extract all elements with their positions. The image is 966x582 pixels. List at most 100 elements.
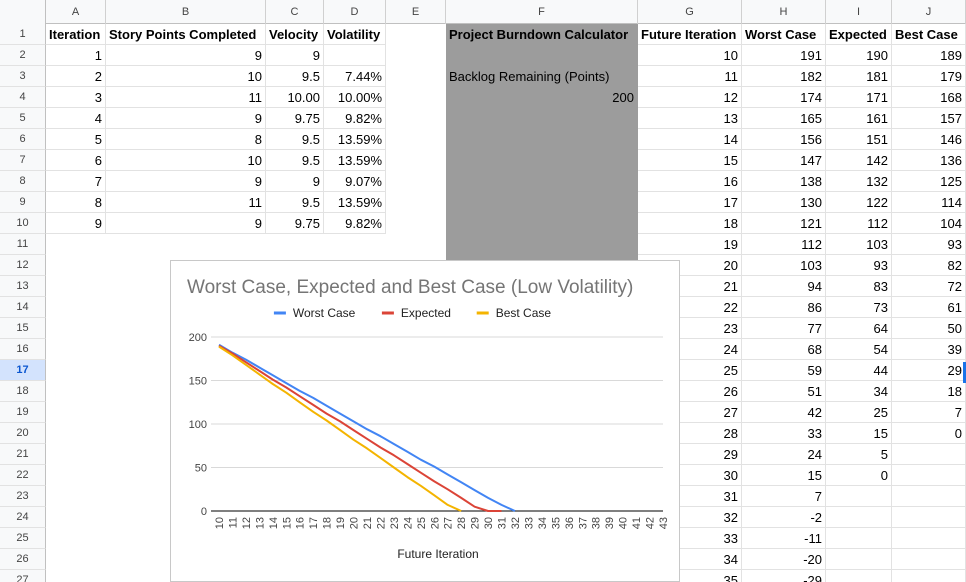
velocity-cell[interactable]: 9.5 xyxy=(266,192,324,213)
best-case-cell[interactable]: 157 xyxy=(892,108,966,129)
expected-cell[interactable]: 83 xyxy=(826,276,892,297)
worst-case-cell[interactable]: 42 xyxy=(742,402,826,423)
story-points-cell[interactable]: 9 xyxy=(106,45,266,66)
volatility-cell[interactable]: 9.82% xyxy=(324,108,386,129)
expected-cell[interactable]: 151 xyxy=(826,129,892,150)
best-case-cell[interactable]: 136 xyxy=(892,150,966,171)
header-volatility[interactable]: Volatility xyxy=(324,24,386,45)
column-header-c[interactable]: C xyxy=(266,0,324,24)
column-header-j[interactable]: J xyxy=(892,0,966,24)
row-header-4[interactable]: 4 xyxy=(0,87,46,108)
best-case-cell[interactable]: 29 xyxy=(892,360,966,381)
expected-cell[interactable]: 73 xyxy=(826,297,892,318)
volatility-cell[interactable]: 10.00% xyxy=(324,87,386,108)
best-case-cell[interactable]: 189 xyxy=(892,45,966,66)
best-case-cell[interactable]: 0 xyxy=(892,423,966,444)
future-iteration-cell[interactable]: 22 xyxy=(638,297,742,318)
best-case-cell[interactable]: 50 xyxy=(892,318,966,339)
worst-case-cell[interactable]: 182 xyxy=(742,66,826,87)
best-case-cell[interactable]: 7 xyxy=(892,402,966,423)
future-iteration-cell[interactable]: 34 xyxy=(638,549,742,570)
future-iteration-cell[interactable]: 10 xyxy=(638,45,742,66)
column-header-f[interactable]: F xyxy=(446,0,638,24)
expected-cell[interactable]: 5 xyxy=(826,444,892,465)
row-header-15[interactable]: 15 xyxy=(0,318,46,339)
future-iteration-cell[interactable]: 15 xyxy=(638,150,742,171)
story-points-cell[interactable]: 9 xyxy=(106,108,266,129)
header-velocity[interactable]: Velocity xyxy=(266,24,324,45)
worst-case-cell[interactable]: 7 xyxy=(742,486,826,507)
expected-cell[interactable] xyxy=(826,507,892,528)
worst-case-cell[interactable]: 59 xyxy=(742,360,826,381)
header-future-iteration[interactable]: Future Iteration xyxy=(638,24,742,45)
future-iteration-cell[interactable]: 21 xyxy=(638,276,742,297)
volatility-cell[interactable]: 13.59% xyxy=(324,150,386,171)
column-header-h[interactable]: H xyxy=(742,0,826,24)
future-iteration-cell[interactable]: 13 xyxy=(638,108,742,129)
row-header-1[interactable]: 1 xyxy=(0,24,46,45)
future-iteration-cell[interactable]: 19 xyxy=(638,234,742,255)
header-iteration[interactable]: Iteration xyxy=(46,24,106,45)
row-header-6[interactable]: 6 xyxy=(0,129,46,150)
column-header-e[interactable]: E xyxy=(386,0,446,24)
best-case-cell[interactable]: 179 xyxy=(892,66,966,87)
row-header-3[interactable]: 3 xyxy=(0,66,46,87)
best-case-cell[interactable]: 114 xyxy=(892,192,966,213)
future-iteration-cell[interactable]: 16 xyxy=(638,171,742,192)
worst-case-cell[interactable]: 165 xyxy=(742,108,826,129)
iteration-cell[interactable]: 7 xyxy=(46,171,106,192)
expected-cell[interactable]: 93 xyxy=(826,255,892,276)
column-header-d[interactable]: D xyxy=(324,0,386,24)
row-header-2[interactable]: 2 xyxy=(0,45,46,66)
velocity-cell[interactable]: 9.5 xyxy=(266,129,324,150)
iteration-cell[interactable]: 4 xyxy=(46,108,106,129)
best-case-cell[interactable]: 168 xyxy=(892,87,966,108)
expected-cell[interactable] xyxy=(826,570,892,582)
column-header-a[interactable]: A xyxy=(46,0,106,24)
expected-cell[interactable]: 181 xyxy=(826,66,892,87)
best-case-cell[interactable]: 61 xyxy=(892,297,966,318)
expected-cell[interactable]: 54 xyxy=(826,339,892,360)
velocity-cell[interactable]: 9.5 xyxy=(266,66,324,87)
expected-cell[interactable]: 122 xyxy=(826,192,892,213)
header-expected[interactable]: Expected xyxy=(826,24,892,45)
future-iteration-cell[interactable]: 18 xyxy=(638,213,742,234)
row-header-14[interactable]: 14 xyxy=(0,297,46,318)
story-points-cell[interactable]: 9 xyxy=(106,213,266,234)
expected-cell[interactable] xyxy=(826,549,892,570)
expected-cell[interactable]: 103 xyxy=(826,234,892,255)
iteration-cell[interactable]: 5 xyxy=(46,129,106,150)
future-iteration-cell[interactable]: 32 xyxy=(638,507,742,528)
future-iteration-cell[interactable]: 30 xyxy=(638,465,742,486)
best-case-cell[interactable]: 104 xyxy=(892,213,966,234)
expected-cell[interactable] xyxy=(826,486,892,507)
story-points-cell[interactable]: 11 xyxy=(106,87,266,108)
future-iteration-cell[interactable]: 11 xyxy=(638,66,742,87)
future-iteration-cell[interactable]: 12 xyxy=(638,87,742,108)
row-header-8[interactable]: 8 xyxy=(0,171,46,192)
best-case-cell[interactable]: 146 xyxy=(892,129,966,150)
volatility-cell[interactable]: 9.07% xyxy=(324,171,386,192)
best-case-cell[interactable] xyxy=(892,507,966,528)
row-header-19[interactable]: 19 xyxy=(0,402,46,423)
worst-case-cell[interactable]: 138 xyxy=(742,171,826,192)
expected-cell[interactable]: 132 xyxy=(826,171,892,192)
expected-cell[interactable]: 64 xyxy=(826,318,892,339)
worst-case-cell[interactable]: 51 xyxy=(742,381,826,402)
future-iteration-cell[interactable]: 26 xyxy=(638,381,742,402)
volatility-cell[interactable] xyxy=(324,45,386,66)
volatility-cell[interactable]: 13.59% xyxy=(324,192,386,213)
best-case-cell[interactable]: 18 xyxy=(892,381,966,402)
velocity-cell[interactable]: 10.00 xyxy=(266,87,324,108)
best-case-cell[interactable] xyxy=(892,528,966,549)
worst-case-cell[interactable]: -20 xyxy=(742,549,826,570)
future-iteration-cell[interactable]: 28 xyxy=(638,423,742,444)
expected-cell[interactable] xyxy=(826,528,892,549)
expected-cell[interactable]: 190 xyxy=(826,45,892,66)
worst-case-cell[interactable]: 86 xyxy=(742,297,826,318)
row-header-20[interactable]: 20 xyxy=(0,423,46,444)
row-header-11[interactable]: 11 xyxy=(0,234,46,255)
expected-cell[interactable]: 142 xyxy=(826,150,892,171)
story-points-cell[interactable]: 10 xyxy=(106,66,266,87)
volatility-cell[interactable]: 9.82% xyxy=(324,213,386,234)
